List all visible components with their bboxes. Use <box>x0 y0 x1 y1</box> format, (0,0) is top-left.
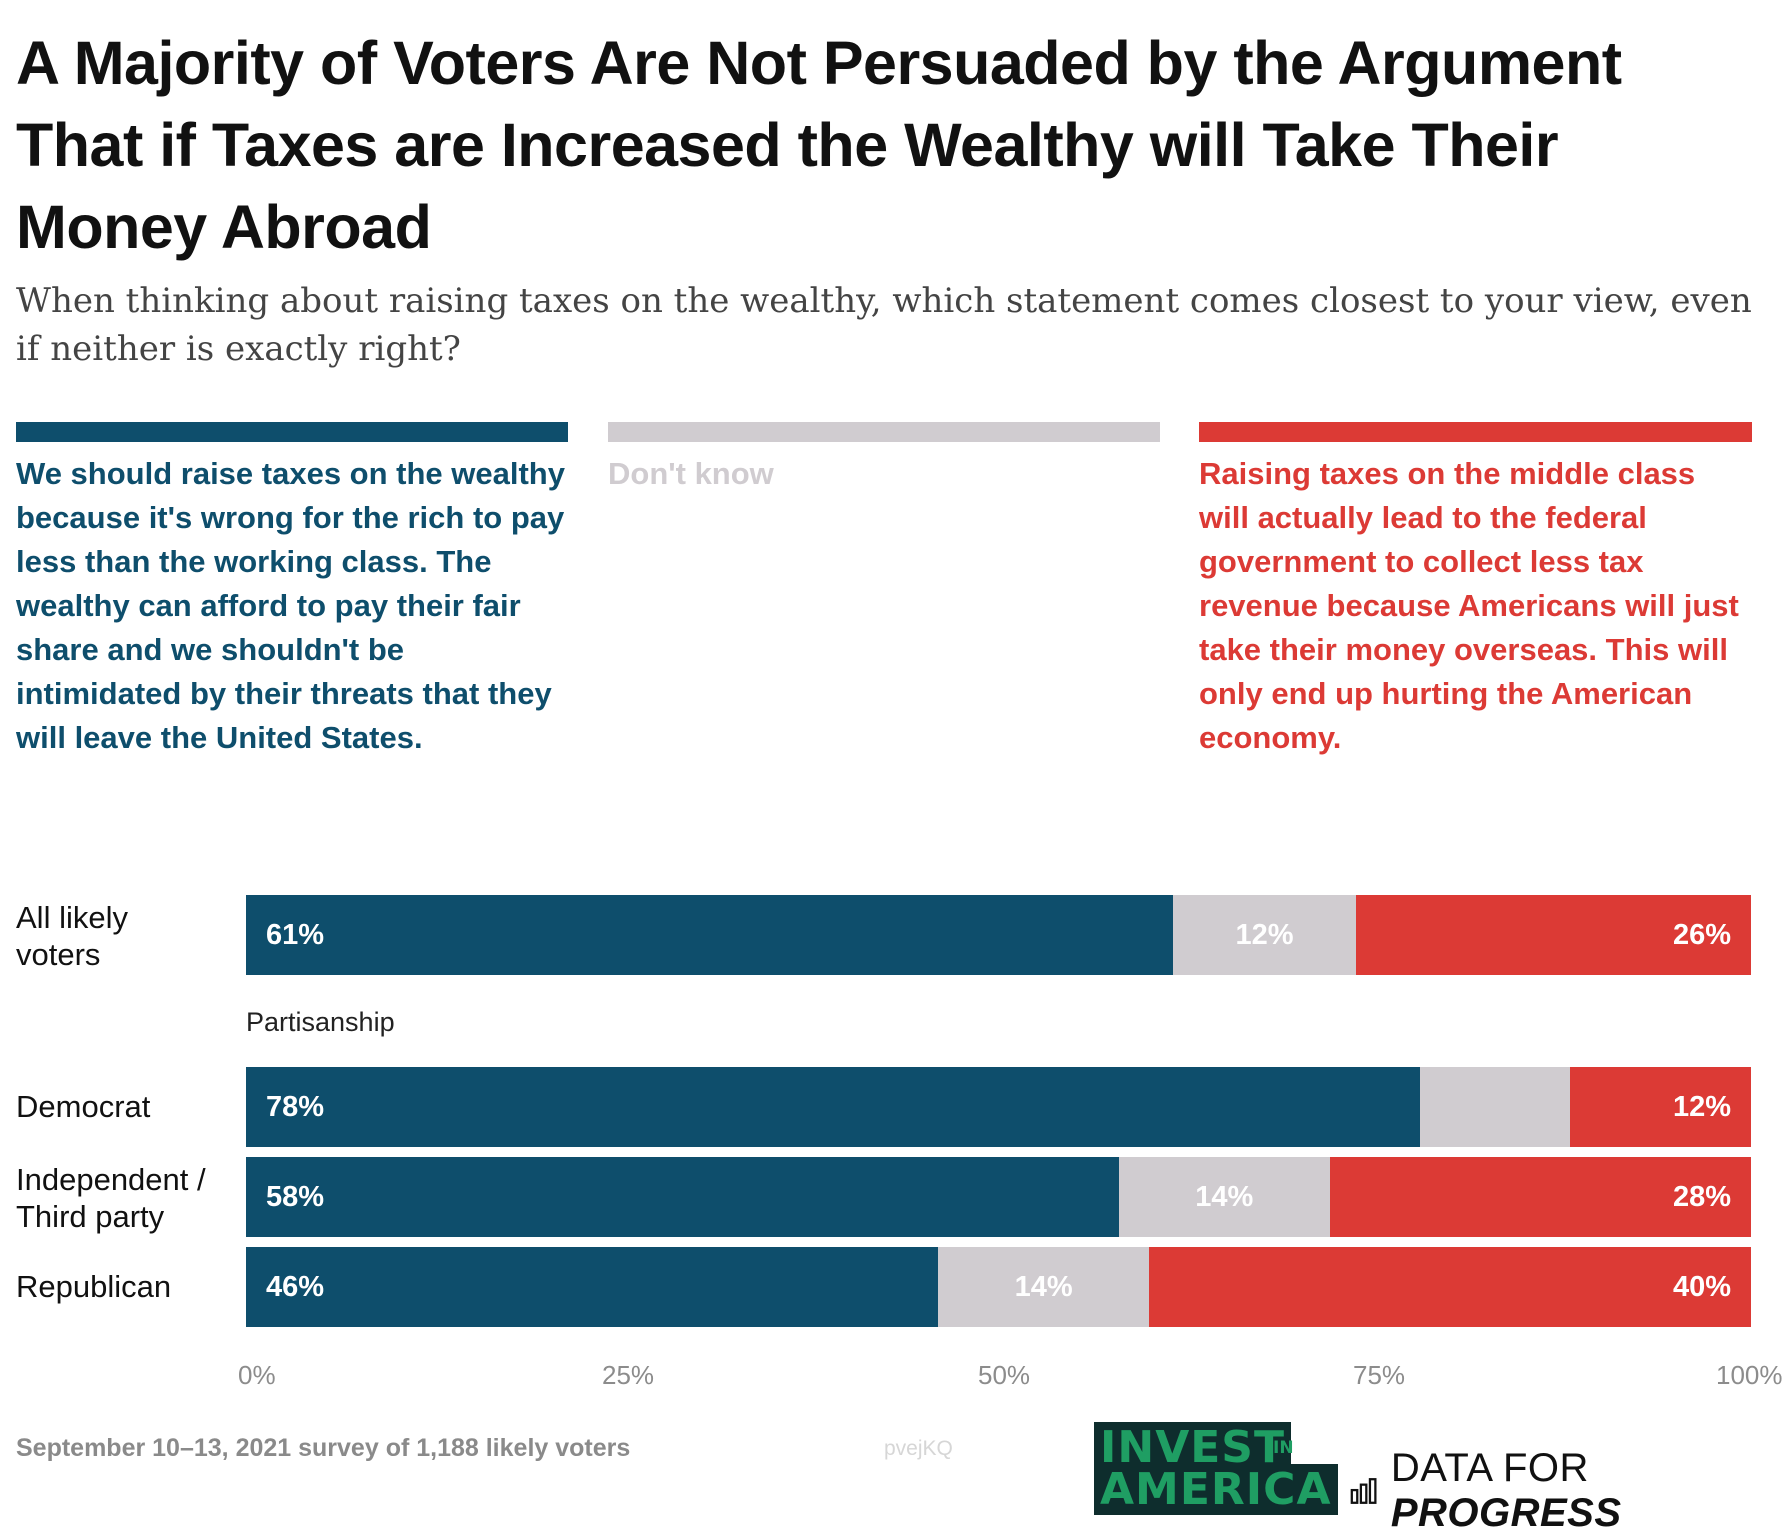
group-label-partisanship: Partisanship <box>246 1007 395 1037</box>
logo-dfp-text: DATA FOR <box>1390 1446 1589 1490</box>
bar-segment-republican-raise-taxes <box>246 1247 939 1327</box>
legend-label-dont-know: Don't know <box>608 456 774 491</box>
bar-label-republican-raise-taxes: 46% <box>266 1271 325 1303</box>
survey-note: September 10–13, 2021 survey of 1,188 li… <box>16 1434 631 1462</box>
bar-segment-democrat-dont-know <box>1419 1067 1571 1147</box>
bar-segment-all-likely-voters-dont-know <box>1173 895 1356 975</box>
legend-swatch-raise-taxes <box>16 422 568 442</box>
row-label-all-likely-voters: All likely voters <box>16 900 128 972</box>
bar-segment-republican-dont-know <box>938 1247 1149 1327</box>
bar-segment-republican-middle-class <box>1149 1247 1751 1327</box>
row-label-republican: Republican <box>16 1269 172 1304</box>
x-tick-75: 75% <box>1353 1360 1406 1390</box>
x-tick-50: 50% <box>978 1360 1031 1390</box>
bar-segment-democrat-middle-class <box>1570 1067 1751 1147</box>
legend-swatch-middle-class <box>1199 422 1752 442</box>
legend-swatch-dont-know <box>608 422 1160 442</box>
bar-chart-icon <box>1350 1478 1377 1504</box>
x-tick-0: 0% <box>238 1360 276 1390</box>
bar-label-independent-raise-taxes: 58% <box>266 1181 325 1213</box>
legend-item-dont-know: Don't know <box>608 422 1160 496</box>
bar-segment-all-likely-voters-raise-taxes <box>246 895 1174 975</box>
chart-id-watermark: pvejKQ <box>884 1437 953 1460</box>
bar-label-independent-dont-know: 14% <box>1195 1181 1254 1213</box>
legend-item-middle-class: Raising taxes on the middle class will a… <box>1199 422 1752 760</box>
legend-item-raise-taxes: We should raise taxes on the wealthy bec… <box>16 422 568 760</box>
logo-dfp-bold: PROGRESS <box>1390 1491 1622 1535</box>
logo-america-word: AMERICA <box>1094 1464 1338 1515</box>
logo-in-word: IN <box>1273 1438 1294 1458</box>
chart-subtitle: When thinking about raising taxes on the… <box>16 281 1752 369</box>
invest-in-america-logo: INVEST IN AMERICA <box>1094 1422 1338 1515</box>
bar-label-independent-middle-class: 28% <box>1672 1181 1731 1213</box>
bar-segment-independent-raise-taxes <box>246 1157 1119 1237</box>
bar-label-all-likely-voters-middle-class: 26% <box>1672 919 1731 951</box>
legend-label-raise-taxes: We should raise taxes on the wealthy bec… <box>16 456 565 755</box>
row-label-independent: Independent / Third party <box>16 1162 206 1234</box>
x-tick-25: 25% <box>602 1360 655 1390</box>
x-tick-100: 100% <box>1716 1360 1783 1390</box>
bar-segment-democrat-raise-taxes <box>246 1067 1420 1147</box>
bar-segment-independent-dont-know <box>1118 1157 1330 1237</box>
bar-label-all-likely-voters-raise-taxes: 61% <box>266 919 325 951</box>
bar-label-democrat-middle-class: 12% <box>1672 1091 1731 1123</box>
legend-label-middle-class: Raising taxes on the middle class will a… <box>1199 456 1739 755</box>
data-for-progress-logo: DATA FOR PROGRESS <box>1350 1446 1790 1536</box>
row-label-democrat: Democrat <box>16 1089 151 1124</box>
bar-segment-independent-middle-class <box>1329 1157 1751 1237</box>
bar-segment-all-likely-voters-middle-class <box>1355 895 1751 975</box>
bar-label-republican-dont-know: 14% <box>1014 1271 1073 1303</box>
chart-title: A Majority of Voters Are Not Persuaded b… <box>16 29 1622 261</box>
bar-label-democrat-raise-taxes: 78% <box>266 1091 325 1123</box>
bar-label-republican-middle-class: 40% <box>1672 1271 1731 1303</box>
bar-label-all-likely-voters-dont-know: 12% <box>1235 919 1294 951</box>
